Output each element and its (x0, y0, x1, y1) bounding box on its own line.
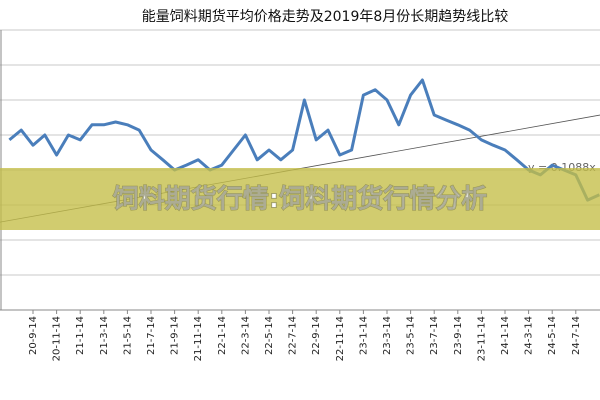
x-tick-label: 20-9-14 (28, 316, 39, 355)
x-tick-label: 22-3-14 (240, 316, 251, 355)
chart-title: 能量饲料期货平均价格走势及2019年8月份长期趋势线比较 (142, 8, 509, 25)
x-tick-label: 22-11-14 (335, 316, 346, 361)
x-tick-label: 20-11-14 (52, 316, 63, 361)
x-tick-label: 21-1-14 (75, 316, 86, 355)
x-tick-label: 24-3-14 (524, 316, 535, 355)
banner (0, 168, 600, 230)
x-tick-label: 24-1-14 (500, 316, 511, 355)
banner-text: 饲料期货行情:饲料期货行情分析 (112, 184, 487, 215)
x-tick-label: 21-11-14 (193, 316, 204, 361)
x-tick-label: 24-7-14 (571, 316, 582, 355)
x-tick-label: 23-3-14 (382, 316, 393, 355)
x-tick-label: 23-5-14 (406, 316, 417, 355)
x-tick-label: 23-7-14 (429, 316, 440, 355)
x-tick-label: 22-5-14 (264, 316, 275, 355)
x-tick-label: 21-7-14 (146, 316, 157, 355)
x-tick-label: 23-9-14 (453, 316, 464, 355)
x-tick-label: 21-9-14 (170, 316, 181, 355)
x-tick-label: 22-1-14 (217, 316, 228, 355)
x-tick-label: 22-9-14 (311, 316, 322, 355)
x-tick-label: 21-5-14 (122, 316, 133, 355)
x-tick-label: 23-1-14 (358, 316, 369, 355)
x-tick-label: 21-3-14 (99, 316, 110, 355)
series-line (8, 78, 600, 202)
x-tick-label: 22-7-14 (288, 316, 299, 355)
x-tick-label: 24-5-14 (547, 316, 558, 355)
x-tick-label: 23-11-14 (476, 316, 487, 361)
